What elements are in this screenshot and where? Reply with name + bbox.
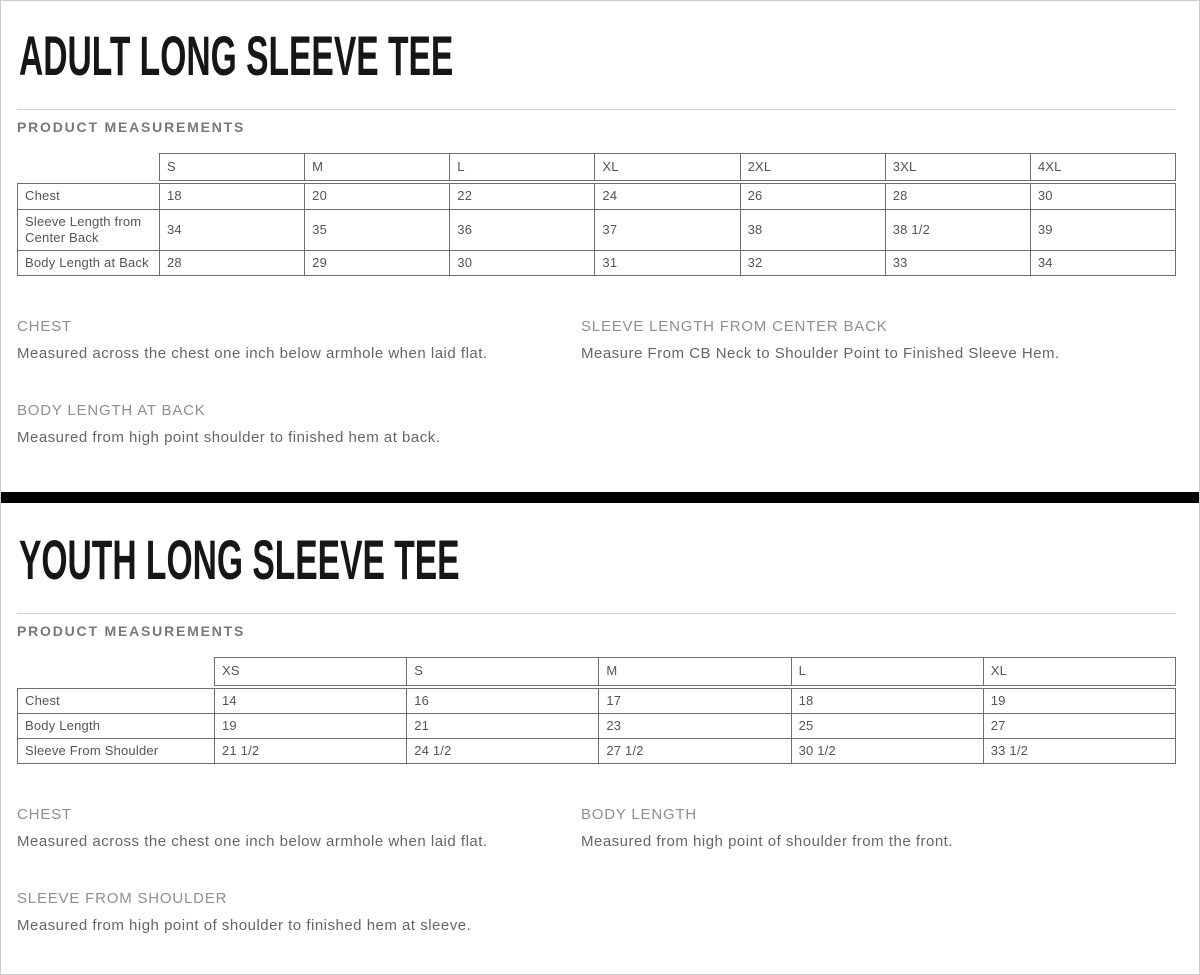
size-column-header: L: [790, 657, 984, 686]
note-text: Measure From CB Neck to Shoulder Point t…: [581, 345, 1060, 363]
note-text: Measured from high point of shoulder fro…: [581, 833, 954, 851]
measurement-value: 26: [739, 183, 886, 210]
measurement-value: 17: [598, 687, 792, 714]
product-section: YOUTH LONG SLEEVE TEE PRODUCT MEASUREMENT…: [1, 528, 1199, 934]
product-measurements-label: PRODUCT MEASUREMENTS: [17, 119, 246, 135]
size-column-header: S: [406, 657, 600, 686]
row-label: Chest: [17, 183, 160, 210]
size-column-header: 4XL: [1029, 152, 1177, 182]
product-measurements-label: PRODUCT MEASUREMENTS: [17, 623, 246, 640]
table-row: Body Length at Back 28 29 30 31 32 33 34: [17, 249, 1177, 277]
measurement-note: SLEEVE FROM SHOULDER Measured from high p…: [17, 890, 581, 934]
measurement-value: 35: [304, 208, 451, 251]
measurement-value: 39: [1029, 208, 1177, 251]
measurement-value: 31: [594, 249, 741, 277]
measurement-value: 33: [884, 249, 1031, 277]
size-column-header: 3XL: [884, 152, 1031, 182]
size-column-header: 2XL: [739, 152, 886, 182]
measurement-value: 28: [158, 249, 306, 277]
measurement-value: 34: [1029, 249, 1177, 277]
row-label: Sleeve From Shoulder: [17, 737, 215, 765]
row-label: Chest: [17, 687, 215, 714]
measurement-value: 34: [158, 208, 306, 251]
table-row: Chest 14 16 17 18 19: [17, 687, 1177, 714]
row-label: Body Length: [17, 712, 215, 740]
note-heading: CHEST: [17, 318, 72, 336]
measurement-value: 33 1/2: [982, 737, 1177, 765]
measurement-value: 30: [1029, 183, 1177, 210]
measurements-table: Chest 14 16 17 18 19 Body Length 19 21 23 25 27 Slee…: [17, 687, 1177, 765]
measurement-value: 30 1/2: [790, 737, 984, 765]
size-header-row: XS S M L XL: [213, 657, 1177, 686]
size-column-header: XL: [982, 657, 1177, 686]
table-row: Sleeve From Shoulder 21 1/2 24 1/2 27 1/2 30…: [17, 737, 1177, 765]
measurement-value: 24: [594, 183, 741, 210]
measurement-value: 38 1/2: [884, 208, 1031, 251]
measurement-value: 21: [406, 712, 600, 740]
measurement-value: 19: [213, 712, 408, 740]
table-row: Sleeve Length from Center Back 34 35 36 37 38…: [17, 208, 1177, 251]
note-text: Measured from high point of shoulder to …: [17, 917, 472, 935]
measurement-note: CHEST Measured across the chest one inch …: [17, 806, 581, 850]
size-column-header: M: [304, 152, 451, 182]
measurement-value: 28: [884, 183, 1031, 210]
section-title: ADULT LONG SLEEVE TEE: [19, 24, 1176, 87]
size-header-table: XS S M L XL: [213, 657, 1177, 686]
note-heading: SLEEVE FROM SHOULDER: [17, 890, 228, 908]
section-title-text: ADULT LONG SLEEVE TEE: [19, 24, 454, 87]
note-text: Measured across the chest one inch below…: [17, 833, 488, 851]
size-header-table: S M L XL 2XL 3XL 4XL: [158, 152, 1177, 182]
measurement-value: 14: [213, 687, 408, 714]
row-label: Body Length at Back: [17, 249, 160, 277]
note-heading: BODY LENGTH: [581, 806, 698, 824]
measurement-value: 22: [449, 183, 596, 210]
measurement-value: 18: [158, 183, 306, 210]
note-heading: SLEEVE LENGTH FROM CENTER BACK: [581, 318, 888, 336]
note-text: Measured across the chest one inch below…: [17, 345, 488, 363]
measurements-table: Chest 18 20 22 24 26 28 30 Sleeve Length from Ce…: [17, 183, 1177, 277]
note-text: Measured from high point shoulder to fin…: [17, 429, 441, 447]
section-rule: [17, 613, 1176, 615]
section-divider: [1, 492, 1199, 504]
measurement-value: 30: [449, 249, 596, 277]
note-heading: CHEST: [17, 806, 72, 824]
section-title: YOUTH LONG SLEEVE TEE: [19, 528, 1176, 592]
size-header-row: S M L XL 2XL 3XL 4XL: [158, 152, 1177, 182]
measurement-value: 24 1/2: [406, 737, 600, 765]
product-section: ADULT LONG SLEEVE TEE PRODUCT MEASUREMENT…: [1, 24, 1199, 446]
size-column-header: L: [449, 152, 596, 182]
measurement-notes: CHEST Measured across the chest one inch …: [17, 806, 1176, 934]
table-row: Chest 18 20 22 24 26 28 30: [17, 183, 1177, 210]
measurement-value: 32: [739, 249, 886, 277]
note-heading: BODY LENGTH AT BACK: [17, 402, 206, 420]
measurement-notes: CHEST Measured across the chest one inch …: [17, 318, 1176, 446]
measurement-value: 37: [594, 208, 741, 251]
section-rule: [17, 109, 1176, 110]
measurement-value: 21 1/2: [213, 737, 408, 765]
measurement-value: 20: [304, 183, 451, 210]
measurement-note: CHEST Measured across the chest one inch …: [17, 318, 581, 362]
size-column-header: XL: [594, 152, 741, 182]
measurement-note: BODY LENGTH Measured from high point of s…: [581, 806, 1176, 850]
size-column-header: M: [598, 657, 792, 686]
table-row: Body Length 19 21 23 25 27: [17, 712, 1177, 740]
size-column-header: S: [158, 152, 306, 182]
measurement-value: 16: [406, 687, 600, 714]
measurement-value: 38: [739, 208, 886, 251]
size-column-header: XS: [213, 657, 408, 686]
measurement-value: 29: [304, 249, 451, 277]
measurement-value: 27: [982, 712, 1177, 740]
measurement-value: 25: [790, 712, 984, 740]
measurement-note: SLEEVE LENGTH FROM CENTER BACK Measure Fr…: [581, 318, 1176, 362]
measurement-value: 23: [598, 712, 792, 740]
section-title-text: YOUTH LONG SLEEVE TEE: [19, 528, 460, 592]
measurement-value: 27 1/2: [598, 737, 792, 765]
measurement-value: 19: [982, 687, 1177, 714]
measurement-note: BODY LENGTH AT BACK Measured from high po…: [17, 402, 581, 446]
measurement-value: 18: [790, 687, 984, 714]
measurement-value: 36: [449, 208, 596, 251]
row-label: Sleeve Length from Center Back: [17, 208, 160, 251]
